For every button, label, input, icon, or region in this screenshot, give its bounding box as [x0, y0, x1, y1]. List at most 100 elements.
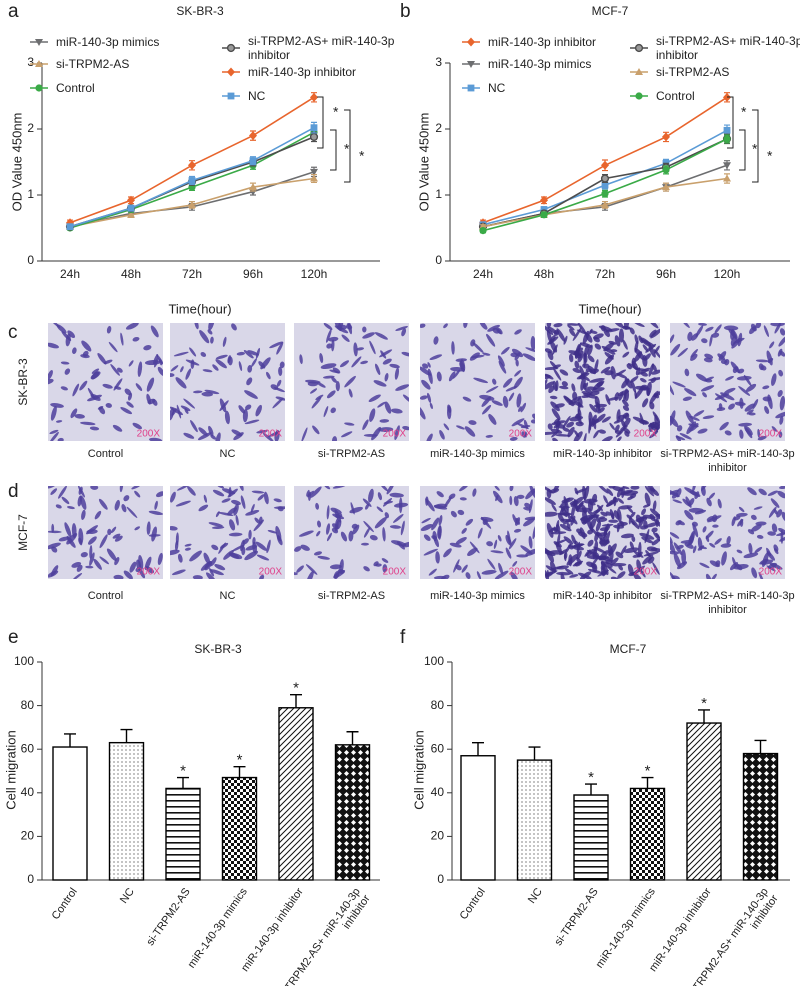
point: [309, 132, 319, 142]
magnification-label: 200X: [383, 567, 407, 578]
significance-bracket: [344, 109, 351, 183]
cell: [565, 568, 574, 575]
cell: [595, 521, 602, 532]
cell: [48, 370, 53, 380]
cell: [48, 486, 57, 489]
cell: [138, 555, 144, 570]
cell: [653, 518, 660, 528]
cell: [729, 562, 739, 571]
cell: [215, 511, 220, 518]
cell: [328, 336, 339, 342]
cell: [626, 506, 634, 514]
cell: [482, 404, 492, 415]
cell: [463, 323, 468, 329]
cell: [218, 542, 226, 554]
cell: [748, 542, 753, 555]
cell: [614, 424, 620, 433]
cell: [546, 549, 555, 563]
cell: [613, 510, 620, 520]
image-caption: si-TRPM2-AS: [317, 448, 386, 460]
cell: [300, 544, 310, 551]
cell: [212, 489, 225, 497]
cell: [652, 532, 660, 544]
cell: [630, 517, 640, 530]
cell: [146, 393, 152, 405]
cell: [587, 365, 597, 375]
cell: [201, 391, 213, 397]
cell: [532, 525, 535, 540]
point: [723, 162, 731, 170]
cell: [194, 323, 199, 330]
point: [127, 195, 135, 205]
cell: [156, 354, 163, 365]
cell: [486, 333, 496, 347]
micrograph: [48, 486, 163, 579]
cell: [493, 539, 498, 550]
point: [635, 68, 643, 75]
cell: [64, 368, 71, 375]
cell: [378, 427, 394, 432]
cell: [730, 361, 741, 374]
cell: [637, 551, 643, 558]
y-tick-label: 100: [14, 654, 34, 668]
cell: [382, 527, 386, 542]
cell: [242, 538, 249, 545]
cell: [472, 488, 477, 497]
cell: [326, 532, 333, 542]
x-tick-label: 120h: [714, 267, 741, 281]
cell: [573, 431, 583, 441]
cell: [638, 335, 644, 344]
magnification-label: 200X: [509, 567, 533, 578]
y-tick-label: 40: [21, 785, 35, 799]
cell: [278, 366, 283, 376]
y-tick-label: 100: [424, 654, 444, 668]
y-tick-label: 2: [435, 121, 442, 135]
cell: [98, 498, 108, 510]
cell: [512, 514, 518, 524]
cell: [684, 542, 694, 549]
cell: [718, 351, 727, 361]
cell: [773, 548, 779, 555]
cell: [238, 405, 246, 414]
cell: [601, 523, 614, 527]
cell: [617, 389, 630, 397]
cell: [693, 410, 705, 417]
cell: [420, 323, 426, 328]
cell: [78, 486, 83, 495]
image-caption: si-TRPM2-AS+ miR-140-3p inhibitor: [660, 590, 795, 616]
cell: [548, 385, 555, 393]
legend-label: si-TRPM2-AS+ miR-140-3p inhibitor: [248, 34, 395, 62]
cell: [170, 549, 180, 556]
cell: [677, 347, 688, 358]
point: [601, 200, 609, 208]
cell: [50, 406, 57, 421]
cell: [633, 323, 645, 328]
cell: [606, 488, 614, 496]
cell: [764, 406, 770, 414]
cell: [670, 550, 680, 555]
cell: [509, 436, 518, 441]
point: [634, 43, 644, 53]
cell: [767, 531, 776, 536]
cell: [351, 356, 362, 368]
cell: [438, 515, 443, 526]
cell: [56, 324, 67, 334]
cell: [715, 393, 728, 403]
cell: [553, 329, 560, 336]
error-bar: [528, 746, 541, 761]
cell: [676, 544, 684, 550]
cell: [346, 323, 353, 330]
cell: [248, 529, 252, 540]
cell: [705, 535, 710, 543]
cell: [401, 328, 407, 337]
point: [227, 92, 235, 100]
cell: [523, 518, 535, 527]
cell: [714, 393, 730, 401]
cell: [641, 339, 656, 347]
cell: [108, 341, 118, 353]
cell: [177, 553, 183, 563]
cell: [684, 368, 690, 377]
cell: [642, 504, 650, 508]
cell: [549, 395, 558, 400]
bar: [573, 794, 609, 881]
